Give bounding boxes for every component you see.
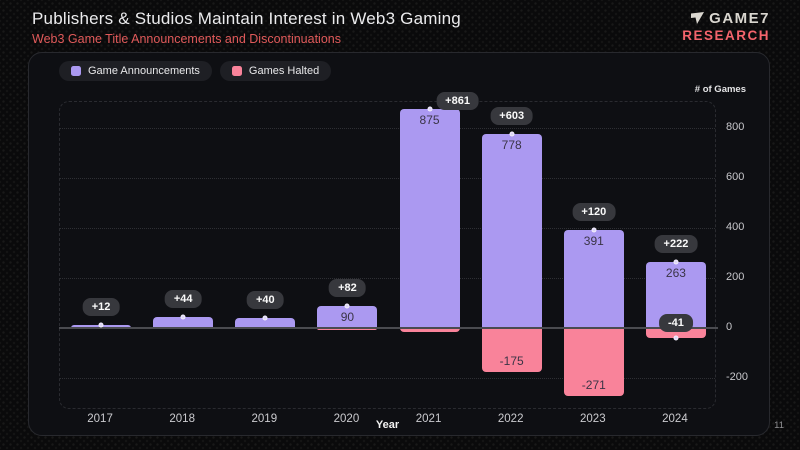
bar-halted-2022[interactable]: -175 xyxy=(481,328,542,372)
net-badge-2017: +12 xyxy=(82,298,120,316)
legend-item-0[interactable]: Game Announcements xyxy=(59,61,212,81)
zero-axis-line xyxy=(59,327,718,329)
bar-halted-2024[interactable] xyxy=(645,328,706,339)
x-tick-label-2024: 2024 xyxy=(662,413,688,425)
bar-announcements-2020[interactable]: 90 xyxy=(317,305,378,328)
bar-announcements-2019[interactable] xyxy=(235,318,296,328)
x-tick-label-2018: 2018 xyxy=(169,413,195,425)
y-tick-label-0: 0 xyxy=(726,321,733,333)
net-badge-2024: +222 xyxy=(654,235,698,254)
y-tick-label-200: 200 xyxy=(726,271,745,283)
bar-value-label-2021: 875 xyxy=(419,113,440,128)
marker-dot-2017 xyxy=(98,322,104,328)
net-badge-2018: +44 xyxy=(164,290,202,308)
gridline-400 xyxy=(60,228,715,229)
bar-value-label-halted-2022: -175 xyxy=(499,353,524,368)
marker-dot-2019 xyxy=(262,315,268,321)
net-badge-2020: +82 xyxy=(329,278,366,297)
net-badge-2021: +861 xyxy=(436,92,479,111)
marker-dot-2023 xyxy=(591,227,597,233)
bar-announcements-2021[interactable]: 875 xyxy=(399,109,460,328)
negative-badge-2024: -41 xyxy=(658,314,693,333)
bar-value-label-2024: 263 xyxy=(665,266,686,281)
page-subtitle: Web3 Game Title Announcements and Discon… xyxy=(32,32,341,46)
bar-value-label-2023: 391 xyxy=(583,234,604,249)
y-tick-label-800: 800 xyxy=(726,121,745,133)
x-tick-label-2023: 2023 xyxy=(580,413,606,425)
x-axis-title: Year xyxy=(375,419,400,431)
marker-dot-2021 xyxy=(427,106,433,112)
bar-halted-2021[interactable] xyxy=(399,328,460,332)
legend-label: Game Announcements xyxy=(88,65,200,77)
net-badge-2023: +120 xyxy=(572,203,616,222)
y-axis-title: # of Games xyxy=(694,84,746,95)
bar-announcements-2022[interactable]: 778 xyxy=(481,133,542,328)
x-tick-label-2020: 2020 xyxy=(333,413,360,425)
y-tick-label--200: -200 xyxy=(726,371,749,383)
bar-value-label-2020: 90 xyxy=(340,309,355,324)
y-tick-label-400: 400 xyxy=(726,221,745,233)
logo-division: RESEARCH xyxy=(682,28,770,43)
page-number: 11 xyxy=(774,420,784,431)
chart-card: Game Announcements Games Halted # of Game… xyxy=(28,52,770,436)
bar-announcements-2023[interactable]: 391 xyxy=(563,230,624,328)
gridline--200 xyxy=(60,378,715,379)
gridline-800 xyxy=(60,128,715,129)
legend-item-1[interactable]: Games Halted xyxy=(219,61,332,81)
net-badge-2022: +603 xyxy=(490,106,534,125)
bar-announcements-2018[interactable] xyxy=(153,317,214,328)
logo-brand: GAME7 xyxy=(709,10,770,27)
marker-dot-2024 xyxy=(673,259,679,265)
marker-dot-2022 xyxy=(509,131,515,136)
gridline-600 xyxy=(60,178,715,179)
gridline-200 xyxy=(60,278,715,279)
legend-label: Games Halted xyxy=(248,65,320,77)
legend-swatch xyxy=(71,66,81,76)
marker-dot-2020 xyxy=(344,303,350,308)
bar-value-label-halted-2023: -271 xyxy=(581,377,606,392)
x-tick-label-2021: 2021 xyxy=(415,413,442,425)
legend: Game Announcements Games Halted xyxy=(59,61,332,81)
y-tick-label-600: 600 xyxy=(726,171,745,183)
page-title: Publishers & Studios Maintain Interest i… xyxy=(32,9,461,28)
bar-value-label-2022: 778 xyxy=(501,137,522,152)
x-tick-label-2022: 2022 xyxy=(497,413,524,425)
net-badge-2019: +40 xyxy=(246,291,284,309)
game7-logo-icon xyxy=(691,12,705,24)
logo: GAME7 RESEARCH xyxy=(682,10,770,43)
marker-dot-halted-2024 xyxy=(673,335,679,341)
x-tick-label-2017: 2017 xyxy=(87,413,113,425)
bar-halted-2023[interactable]: -271 xyxy=(563,328,624,396)
plot-area: +12 +44 +40 90 +82 875 +861 778 -175 +603 391 -271 +… xyxy=(59,92,718,409)
bar-halted-2020[interactable] xyxy=(317,328,378,330)
legend-swatch xyxy=(231,66,242,76)
marker-dot-2018 xyxy=(180,314,186,320)
x-tick-label-2019: 2019 xyxy=(251,413,278,425)
